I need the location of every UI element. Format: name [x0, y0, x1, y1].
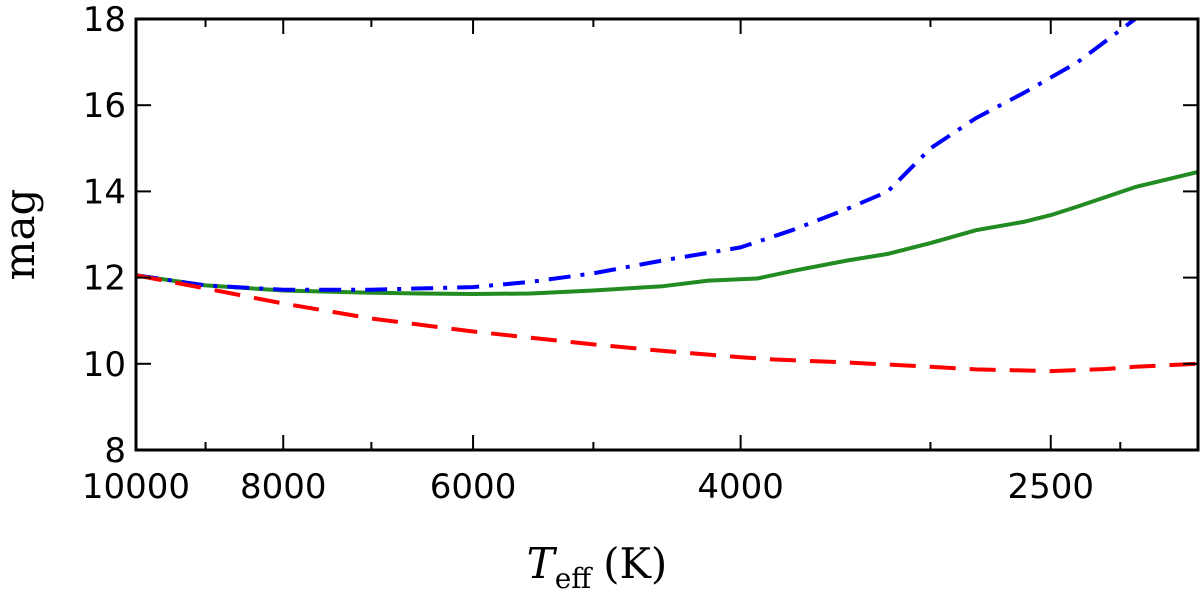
series-layer [136, 19, 1198, 374]
y-tick-label: 10 [83, 345, 126, 385]
x-tick-label: 10000 [82, 467, 190, 507]
x-tick-label: 6000 [430, 467, 517, 507]
y-tick-label: 18 [83, 0, 126, 40]
series-line-dash-dot [136, 19, 1137, 292]
x-axis-label-unit: (K) [603, 539, 667, 588]
y-tick-label: 16 [83, 86, 126, 126]
x-tick-label: 4000 [697, 467, 784, 507]
x-axis-label: Teff (K) [527, 539, 668, 592]
x-axis-label-main: T [527, 539, 558, 588]
series-line-solid [136, 170, 1198, 296]
plot-frame [134, 17, 1200, 452]
x-tick-label: 8000 [240, 467, 327, 507]
y-tick-label: 14 [83, 172, 126, 212]
y-tick-label: 8 [104, 431, 126, 471]
x-axis-label-subscript: eff [555, 562, 594, 592]
y-tick-label: 12 [83, 259, 126, 299]
x-tick-label: 2500 [1007, 467, 1094, 507]
labels-layer: 10000 8000 6000 4000 2500 8 10 12 14 16 18 [82, 0, 1094, 507]
y-axis-label: mag [0, 189, 44, 281]
